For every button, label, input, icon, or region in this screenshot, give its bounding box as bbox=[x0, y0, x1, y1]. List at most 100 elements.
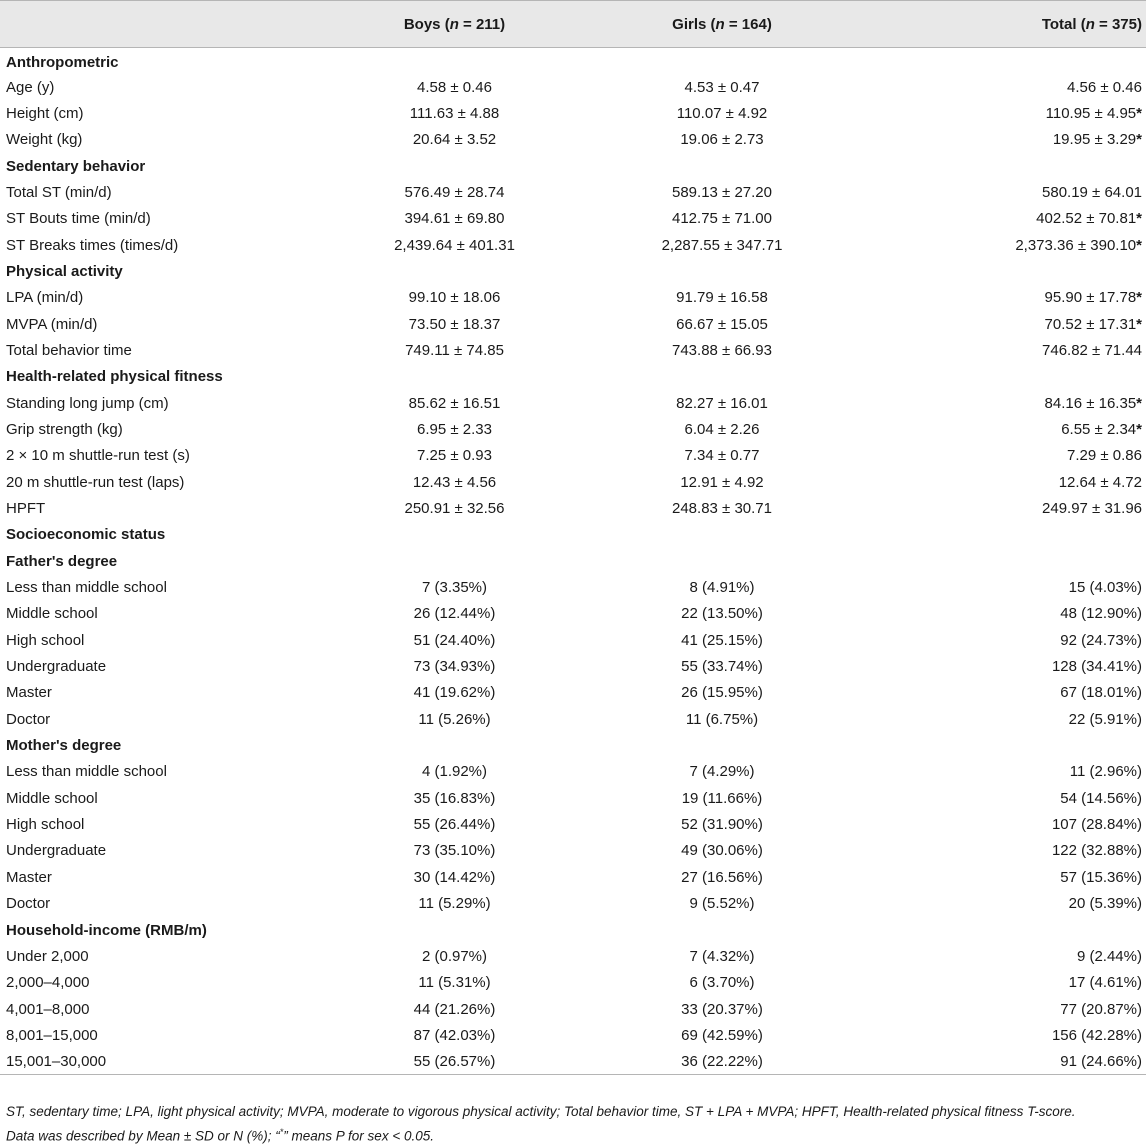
cell-boys-value: 2,439.64 ± 401.31 bbox=[394, 236, 515, 254]
table-row: Less than middle school 4 (1.92%) 7 (4.29%… bbox=[0, 759, 1146, 785]
cell-girls: 91.79 ± 16.58 bbox=[587, 285, 857, 311]
cell-girls: 412.75 ± 71.00 bbox=[587, 206, 857, 232]
cell-girls-value: 52 (31.90%) bbox=[681, 816, 763, 834]
row-label: Weight (kg) bbox=[6, 131, 83, 149]
table-row: ST Breaks times (times/d) 2,439.64 ± 401.… bbox=[0, 232, 1146, 258]
cell-boys-value: 35 (16.83%) bbox=[413, 789, 496, 807]
cell-total: 17 (4.61%) bbox=[857, 970, 1146, 996]
cell-girls: 110.07 ± 4.92 bbox=[587, 100, 857, 126]
table-row: Under 2,000 2 (0.97%) 7 (4.32%) 9 (2.44%) bbox=[0, 943, 1146, 969]
cell-boys-value: 11 (5.26%) bbox=[418, 710, 491, 728]
cell-total-value: 12.64 ± 4.72 bbox=[1058, 473, 1142, 491]
row-label: HPFT bbox=[6, 500, 46, 518]
cell-total: 6.55 ± 2.34* bbox=[857, 416, 1146, 442]
table-row: Undergraduate 73 (35.10%) 49 (30.06%) 122 (… bbox=[0, 838, 1146, 864]
cell-girls-value: 91.79 ± 16.58 bbox=[676, 289, 768, 307]
row-label: Age (y) bbox=[6, 78, 55, 96]
cell-girls-value: 6 (3.70%) bbox=[689, 974, 755, 992]
row-label: Under 2,000 bbox=[6, 947, 89, 965]
cell-girls-value: 82.27 ± 16.01 bbox=[676, 394, 768, 412]
row-label: Standing long jump (cm) bbox=[6, 394, 169, 412]
cell-boys: 55 (26.57%) bbox=[322, 1048, 587, 1076]
row-label: Total behavior time bbox=[6, 341, 132, 359]
row-label: High school bbox=[6, 631, 85, 649]
cell-boys: 41 (19.62%) bbox=[322, 680, 587, 706]
header-boys-n: n bbox=[449, 15, 459, 33]
cell-total-value: 7.29 ± 0.86 bbox=[1067, 447, 1142, 465]
cell-total-value: 156 (42.28%) bbox=[1051, 1026, 1142, 1044]
cell-total: 57 (15.36%) bbox=[857, 864, 1146, 890]
cell-total: 746.82 ± 71.44 bbox=[857, 337, 1146, 363]
header-total-prefix: Total ( bbox=[1041, 15, 1086, 33]
cell-total: 110.95 ± 4.95* bbox=[857, 100, 1146, 126]
cell-girls: 41 (25.15%) bbox=[587, 627, 857, 653]
cell-girls: 55 (33.74%) bbox=[587, 653, 857, 679]
cell-total: 402.52 ± 70.81* bbox=[857, 206, 1146, 232]
table-row: Less than middle school 7 (3.35%) 8 (4.91%… bbox=[0, 574, 1146, 600]
cell-total-value: 54 (14.56%) bbox=[1060, 789, 1142, 807]
cell-girls-value: 69 (42.59%) bbox=[681, 1026, 763, 1044]
cell-boys-value: 73 (35.10%) bbox=[413, 842, 496, 860]
table-row: Master 30 (14.42%) 27 (16.56%) 57 (15.36%) bbox=[0, 864, 1146, 890]
row-label: Middle school bbox=[6, 605, 98, 623]
cell-boys-value: 51 (24.40%) bbox=[413, 631, 496, 649]
table-row: Undergraduate 73 (34.93%) 55 (33.74%) 128 (… bbox=[0, 653, 1146, 679]
cell-girls-value: 7 (4.29%) bbox=[689, 763, 755, 781]
row-label: Doctor bbox=[6, 710, 51, 728]
cell-total-value: 107 (28.84%) bbox=[1051, 816, 1142, 834]
row-label: Undergraduate bbox=[6, 842, 107, 860]
cell-boys-value: 250.91 ± 32.56 bbox=[404, 500, 505, 518]
cell-total: 122 (32.88%) bbox=[857, 838, 1146, 864]
header-variable bbox=[0, 0, 322, 48]
row-label: 2 × 10 m shuttle-run test (s) bbox=[6, 447, 190, 465]
cell-total-value: 91 (24.66%) bbox=[1060, 1052, 1142, 1070]
cell-boys: 73.50 ± 18.37 bbox=[322, 311, 587, 337]
cell-boys-value: 11 (5.31%) bbox=[418, 974, 491, 992]
cell-boys-value: 7 (3.35%) bbox=[421, 579, 488, 597]
cell-girls: 36 (22.22%) bbox=[587, 1048, 857, 1076]
footnote-line-2-b: ” means P for sex < 0.05. bbox=[283, 1128, 434, 1144]
cell-girls-value: 36 (22.22%) bbox=[681, 1052, 763, 1070]
cell-boys: 7.25 ± 0.93 bbox=[322, 443, 587, 469]
cell-total: 84.16 ± 16.35* bbox=[857, 390, 1146, 416]
cell-total-value: 19.95 ± 3.29 bbox=[1052, 131, 1137, 149]
cell-girls: 2,287.55 ± 347.71 bbox=[587, 232, 857, 258]
cell-boys: 20.64 ± 3.52 bbox=[322, 127, 587, 153]
cell-boys: 4.58 ± 0.46 bbox=[322, 74, 587, 100]
cell-boys-value: 41 (19.62%) bbox=[413, 684, 496, 702]
significance-marker: * bbox=[1136, 315, 1142, 333]
cell-total: 11 (2.96%) bbox=[857, 759, 1146, 785]
cell-girls: 7 (4.29%) bbox=[587, 759, 857, 785]
header-row: Boys (n = 211) Girls (n = 164) Total (n … bbox=[0, 0, 1146, 48]
cell-total-value: 17 (4.61%) bbox=[1068, 974, 1142, 992]
section-label: Health-related physical fitness bbox=[6, 368, 223, 386]
table-row: Middle school 35 (16.83%) 19 (11.66%) 54 (1… bbox=[0, 785, 1146, 811]
cell-total: 67 (18.01%) bbox=[857, 680, 1146, 706]
cell-total-value: 22 (5.91%) bbox=[1068, 710, 1142, 728]
cell-girls-value: 41 (25.15%) bbox=[681, 631, 763, 649]
cell-girls: 26 (15.95%) bbox=[587, 680, 857, 706]
cell-boys: 576.49 ± 28.74 bbox=[322, 179, 587, 205]
row-label: ST Bouts time (min/d) bbox=[6, 210, 151, 228]
row-label: LPA (min/d) bbox=[6, 289, 84, 307]
cell-boys-value: 87 (42.03%) bbox=[413, 1026, 496, 1044]
cell-girls: 9 (5.52%) bbox=[587, 891, 857, 917]
cell-total: 128 (34.41%) bbox=[857, 653, 1146, 679]
cell-total: 48 (12.90%) bbox=[857, 601, 1146, 627]
cell-total-value: 110.95 ± 4.95 bbox=[1045, 104, 1137, 122]
cell-total-value: 402.52 ± 70.81 bbox=[1036, 210, 1137, 228]
cell-girls: 248.83 ± 30.71 bbox=[587, 495, 857, 521]
cell-boys-value: 26 (12.44%) bbox=[413, 605, 496, 623]
section-label: Household-income (RMB/m) bbox=[6, 921, 207, 939]
cell-total-value: 128 (34.41%) bbox=[1051, 658, 1142, 676]
header-boys-prefix: Boys ( bbox=[403, 15, 450, 33]
header-girls-prefix: Girls ( bbox=[672, 15, 716, 33]
footnote-line-2: Data was described by Mean ± SD or N (%)… bbox=[6, 1122, 1140, 1147]
table-row: Standing long jump (cm) 85.62 ± 16.51 82.2… bbox=[0, 390, 1146, 416]
cell-total-value: 77 (20.87%) bbox=[1060, 1000, 1142, 1018]
cell-boys-value: 73.50 ± 18.37 bbox=[408, 315, 501, 333]
cell-total: 54 (14.56%) bbox=[857, 785, 1146, 811]
cell-total-value: 9 (2.44%) bbox=[1076, 947, 1142, 965]
cell-total: 580.19 ± 64.01 bbox=[857, 179, 1146, 205]
cell-total-value: 249.97 ± 31.96 bbox=[1042, 500, 1142, 518]
